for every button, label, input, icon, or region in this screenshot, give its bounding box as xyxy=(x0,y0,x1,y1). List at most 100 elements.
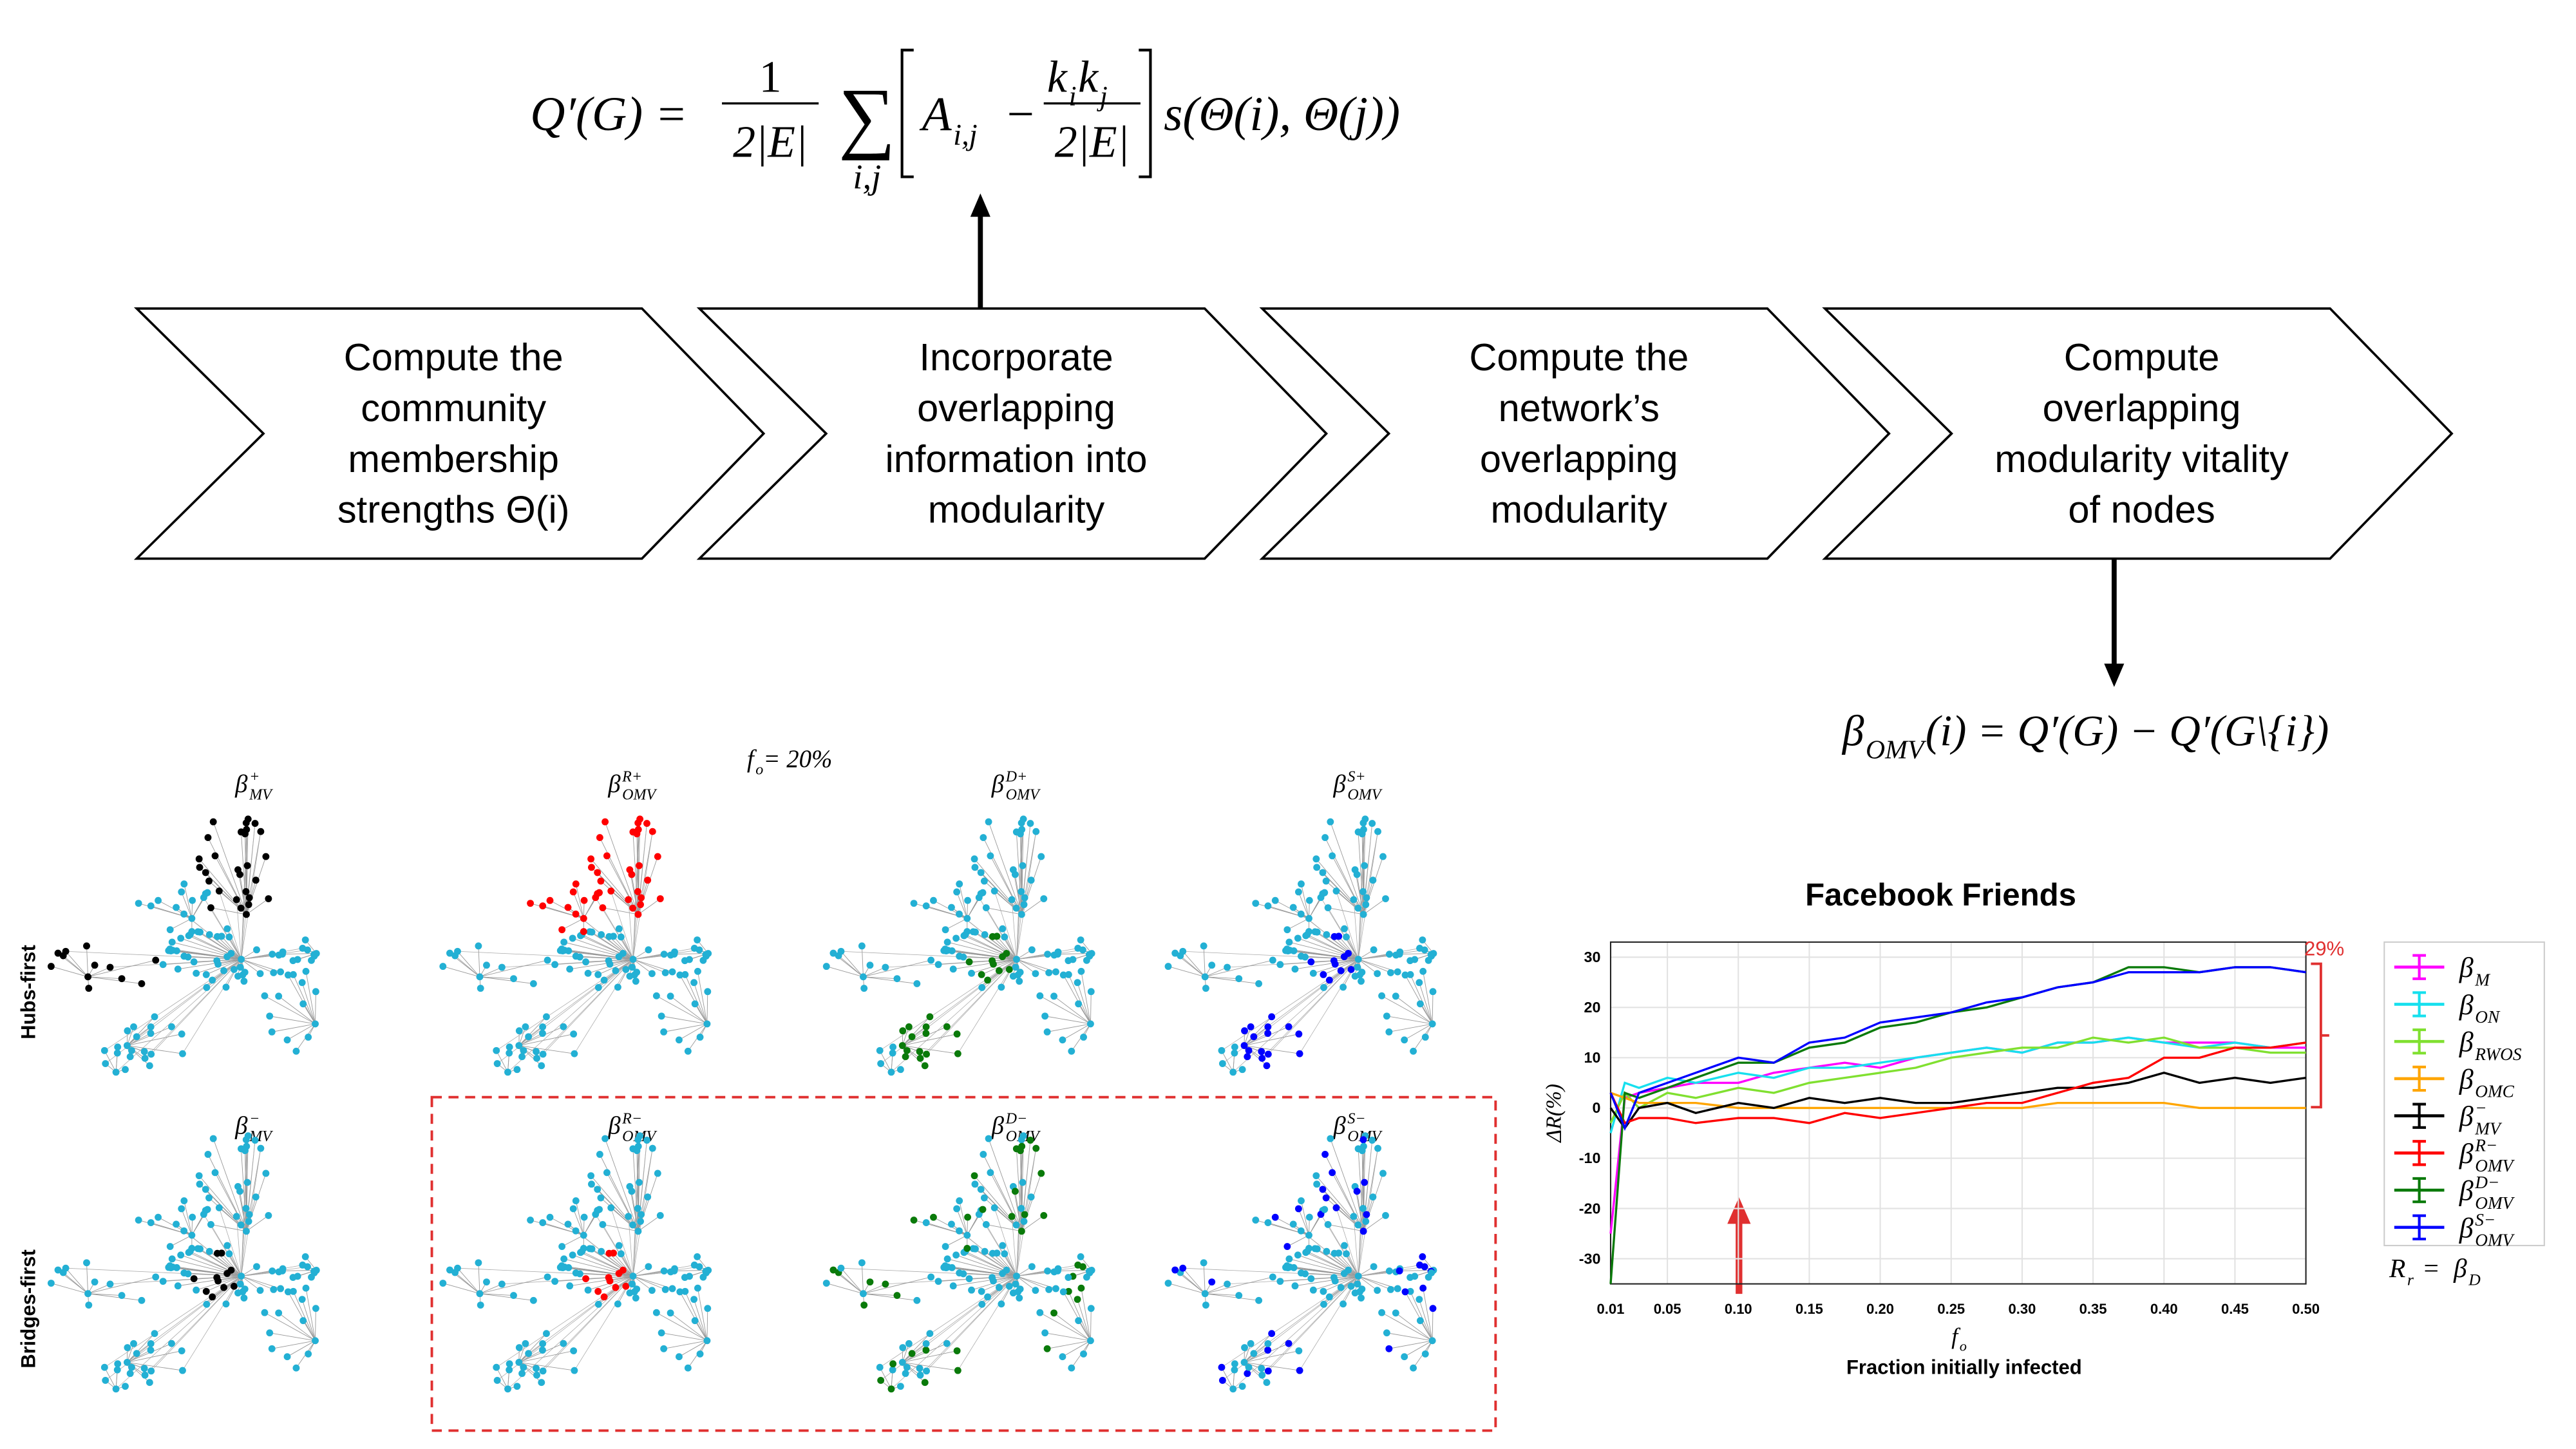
network-node xyxy=(1305,1213,1313,1221)
network-node xyxy=(998,1300,1005,1308)
network-edge xyxy=(507,959,634,1073)
network-node xyxy=(658,1012,665,1020)
network-node xyxy=(1324,1221,1332,1228)
network-edge xyxy=(663,1023,708,1032)
network-edge xyxy=(1047,1023,1091,1032)
symbol-sub: i xyxy=(1069,80,1077,111)
network-node xyxy=(963,1245,971,1252)
network-node xyxy=(178,1030,185,1038)
network-node xyxy=(889,1366,896,1374)
network-edge xyxy=(479,960,548,978)
x-tick-label: 0.45 xyxy=(2221,1301,2249,1317)
network-edge xyxy=(1338,1253,1359,1276)
network-edge xyxy=(241,959,274,973)
network-node xyxy=(277,968,285,976)
network-node xyxy=(1218,1060,1226,1067)
network-node xyxy=(122,1066,129,1074)
network-node xyxy=(1369,876,1377,884)
network-node xyxy=(670,951,678,958)
network-node xyxy=(615,1269,623,1277)
network-edge xyxy=(632,1276,666,1290)
network-node xyxy=(923,1367,930,1375)
network-edge xyxy=(206,959,242,975)
network-node xyxy=(660,951,668,958)
network-node xyxy=(643,820,650,828)
network-node xyxy=(209,976,216,984)
symbol: β R+OMV xyxy=(607,769,658,804)
network-node xyxy=(123,1358,131,1366)
network-node xyxy=(893,1292,901,1299)
network-node xyxy=(987,852,994,860)
network-node xyxy=(971,1172,978,1180)
network-node xyxy=(275,992,283,1000)
network-node xyxy=(202,869,209,876)
network-node xyxy=(999,953,1007,960)
network-node xyxy=(1012,963,1019,971)
network-node xyxy=(952,1251,960,1259)
series-line xyxy=(1610,1092,2306,1110)
network-edge xyxy=(1045,1016,1091,1025)
network-edge xyxy=(1353,1216,1359,1276)
network-node xyxy=(1421,1350,1429,1358)
network-node xyxy=(1361,1179,1368,1186)
network-node xyxy=(594,869,601,876)
network-node xyxy=(1087,1305,1095,1312)
network-node xyxy=(990,1277,997,1285)
network-edge xyxy=(478,945,480,977)
network-edge xyxy=(994,1208,1017,1276)
network-edge xyxy=(1016,1276,1049,1290)
network-edge xyxy=(479,967,502,978)
network xyxy=(47,1132,320,1393)
network-node xyxy=(971,1180,979,1188)
network-edge xyxy=(144,1276,242,1376)
network-node xyxy=(239,971,247,979)
network-node xyxy=(566,965,574,973)
network-node xyxy=(948,904,955,911)
network-edge xyxy=(127,1350,182,1363)
network-node xyxy=(953,1205,961,1213)
network-node xyxy=(1283,926,1291,934)
network-node xyxy=(152,956,160,964)
network-edge xyxy=(1205,1293,1259,1301)
network-node xyxy=(922,1030,930,1037)
network-node xyxy=(1356,1288,1363,1296)
network-node xyxy=(956,880,963,888)
network-node xyxy=(656,895,664,902)
network-node xyxy=(220,967,227,974)
network-edge xyxy=(1423,971,1433,1024)
network-edge xyxy=(1205,967,1227,978)
network-node xyxy=(580,1213,588,1221)
network-node xyxy=(594,983,602,991)
network-node xyxy=(1086,1337,1094,1345)
network-edge xyxy=(478,1262,480,1294)
network-node xyxy=(1255,980,1263,987)
network-node xyxy=(1032,1287,1039,1294)
network-edge xyxy=(573,891,584,919)
network-node xyxy=(1321,1206,1329,1213)
network-edge xyxy=(1045,1332,1091,1341)
network-edge xyxy=(1358,959,1391,973)
network-node xyxy=(252,876,260,884)
network-edge xyxy=(496,1367,508,1389)
network-edge xyxy=(264,1312,316,1341)
symbol-base: β xyxy=(1332,1112,1346,1140)
network-node xyxy=(922,902,930,910)
network-node xyxy=(292,1364,300,1372)
network-edge xyxy=(1068,1291,1091,1341)
network-node xyxy=(236,1280,244,1288)
network-node xyxy=(279,951,286,958)
network-node xyxy=(476,1290,484,1298)
network-node xyxy=(251,820,259,828)
symbol-base: β xyxy=(607,1112,621,1140)
network-edge xyxy=(1182,1267,1206,1294)
network-edge xyxy=(207,837,247,915)
network-edge xyxy=(1016,829,1023,960)
network-node xyxy=(654,1170,661,1177)
network-edge xyxy=(840,951,864,978)
network-node xyxy=(614,983,621,991)
network-node xyxy=(1359,1227,1367,1235)
symbol-sup: R− xyxy=(621,1110,642,1127)
step-text: Compute the xyxy=(344,336,564,379)
